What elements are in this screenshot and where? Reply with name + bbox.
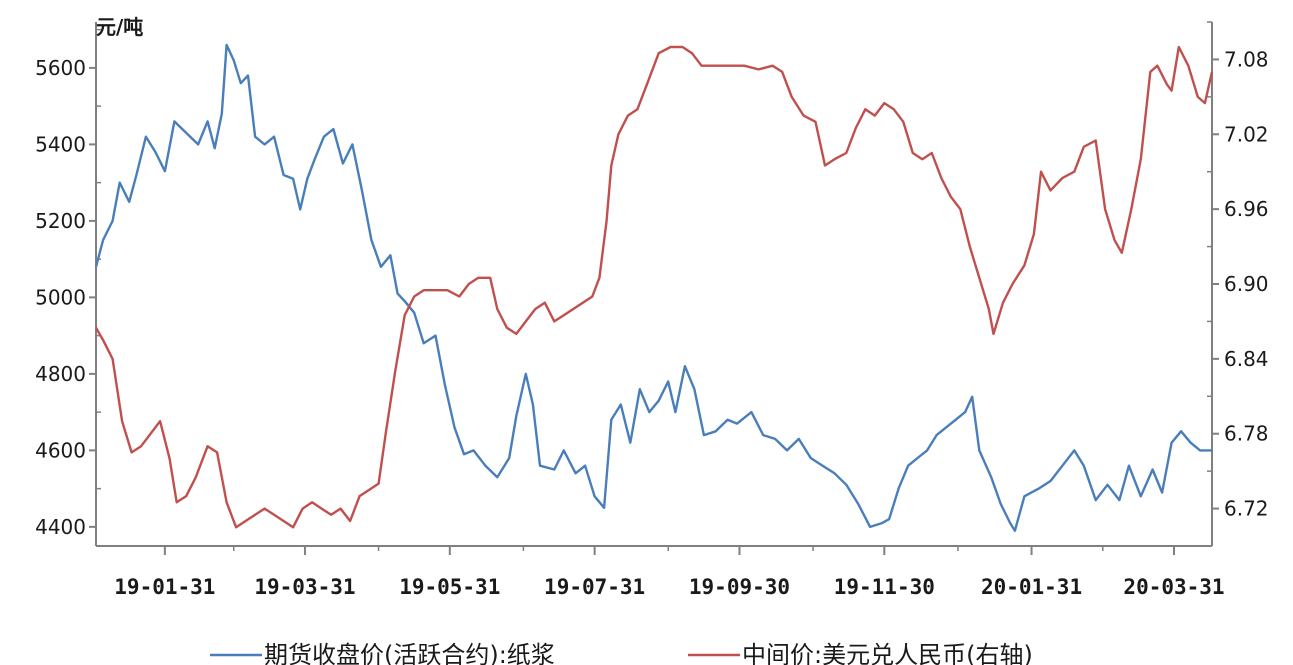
y-left-tick-label: 5200 [35, 209, 86, 233]
y-right-tick-label: 7.08 [1224, 47, 1269, 71]
x-tick-label: 19-11-30 [834, 575, 935, 599]
right-ticks: 6.72 6.78 6.84 6.90 6.96 7.02 7.08 [1207, 21, 1269, 521]
y-right-tick-label: 6.84 [1224, 347, 1269, 371]
x-tick-label: 19-09-30 [689, 575, 790, 599]
axes [95, 22, 1213, 547]
y-left-tick-label: 4600 [35, 438, 86, 462]
y-left-tick-label: 4400 [35, 515, 86, 539]
y-right-tick-label: 6.78 [1224, 422, 1269, 446]
left-ticks: 4400 4600 4800 5000 5200 5400 5600 [35, 28, 101, 539]
y-right-tick-label: 6.72 [1224, 497, 1269, 521]
series-line-2 [94, 45, 1214, 529]
y-left-tick-label: 5000 [35, 285, 86, 309]
x-tick-label: 19-03-31 [254, 575, 355, 599]
y-right-tick-label: 6.90 [1224, 272, 1269, 296]
legend-label-1: 期货收盘价(活跃合约):纸浆 [264, 641, 555, 665]
y-left-tick-label: 4800 [35, 362, 86, 386]
y-left-tick-label: 5600 [35, 56, 86, 80]
y-right-tick-label: 7.02 [1224, 122, 1269, 146]
x-ticks: 19-01-31 19-03-31 19-05-31 19-07-31 19-09-30… [114, 546, 1225, 599]
y-left-tick-label: 5400 [35, 132, 86, 156]
x-tick-label: 19-05-31 [399, 575, 500, 599]
x-tick-label: 19-07-31 [544, 575, 645, 599]
legend-label-2: 中间价:美元兑人民币(右轴) [742, 641, 1033, 665]
series-layer [94, 43, 1214, 532]
x-tick-label: 19-01-31 [114, 575, 215, 599]
series-line-1 [94, 43, 1212, 532]
y-axis-unit-label: 元/吨 [96, 15, 143, 39]
x-tick-label: 20-01-31 [981, 575, 1082, 599]
x-tick-label: 20-03-31 [1123, 575, 1224, 599]
legend: 期货收盘价(活跃合约):纸浆 中间价:美元兑人民币(右轴) [210, 641, 1033, 665]
y-right-tick-label: 6.96 [1224, 197, 1269, 221]
